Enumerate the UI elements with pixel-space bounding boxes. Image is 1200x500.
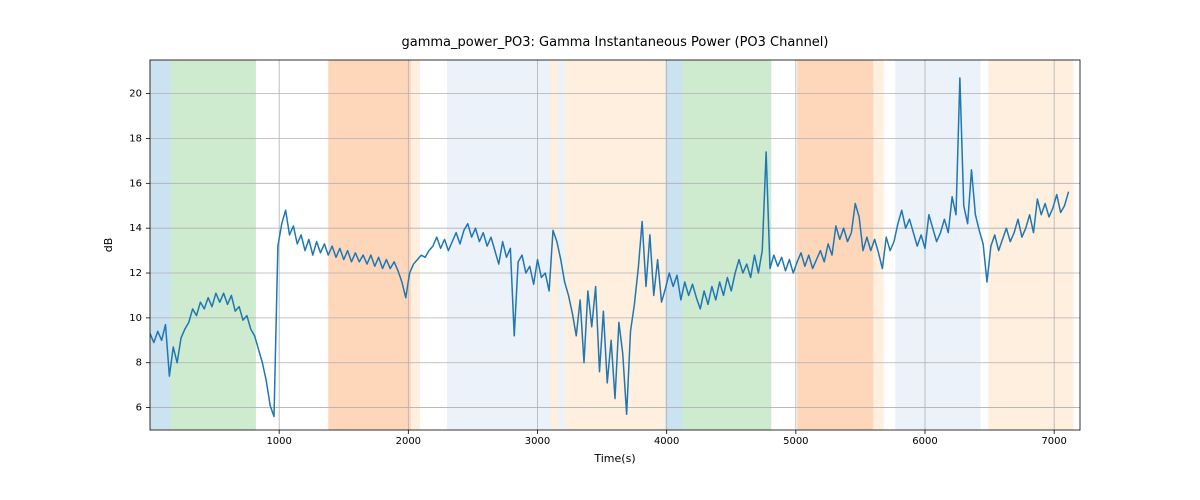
band-region	[328, 60, 411, 430]
y-tick-label: 10	[129, 313, 142, 324]
band-region	[171, 60, 256, 430]
band-region	[411, 60, 420, 430]
y-tick-label: 16	[129, 178, 142, 189]
band-region	[895, 60, 980, 430]
band-region	[665, 60, 682, 430]
x-tick-label: 5000	[783, 436, 808, 447]
band-region	[873, 60, 883, 430]
band-region	[150, 60, 171, 430]
y-axis-label: dB	[102, 238, 115, 253]
band-region	[447, 60, 550, 430]
chart-title: gamma_power_PO3: Gamma Instantaneous Pow…	[402, 35, 829, 50]
x-tick-label: 3000	[525, 436, 550, 447]
x-tick-label: 4000	[654, 436, 679, 447]
gamma-power-chart: 1000 2000 3000 4000 5000 6000 7000 6 8 10 12 14 16 18…	[0, 0, 1200, 500]
y-tick-label: 14	[129, 223, 142, 234]
band-region	[558, 60, 564, 430]
y-tick-label: 18	[129, 133, 142, 144]
y-tick-label: 20	[129, 89, 142, 100]
x-tick-label: 7000	[1041, 436, 1066, 447]
x-tick-label: 1000	[266, 436, 291, 447]
y-tick-label: 12	[129, 268, 142, 279]
x-tick-label: 6000	[912, 436, 937, 447]
y-tick-label: 6	[136, 403, 142, 414]
band-region	[682, 60, 771, 430]
x-tick-label: 2000	[396, 436, 421, 447]
y-tick-label: 8	[136, 358, 142, 369]
x-axis-label: Time(s)	[593, 452, 635, 465]
